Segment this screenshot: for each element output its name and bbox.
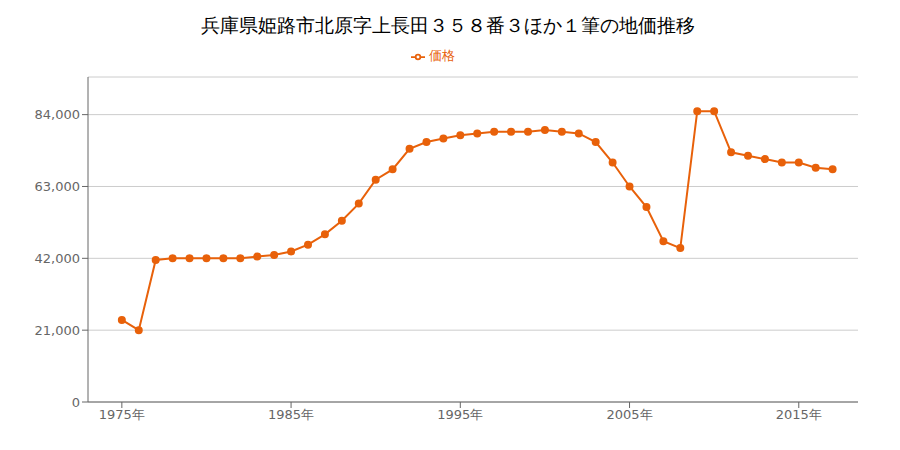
svg-text:2005年: 2005年 bbox=[606, 407, 652, 422]
html-text:価格: 価格 bbox=[429, 48, 455, 63]
html-text:兵庫県姫路市北原字上長田３５８番３ほか１筆の地価推移: 兵庫県姫路市北原字上長田３５８番３ほか１筆の地価推移 bbox=[201, 14, 695, 36]
svg-text:84,000: 84,000 bbox=[35, 107, 81, 122]
svg-text:21,000: 21,000 bbox=[35, 323, 81, 338]
svg-text:63,000: 63,000 bbox=[35, 179, 81, 194]
svg-text:1975年: 1975年 bbox=[99, 407, 145, 422]
svg-text:2015年: 2015年 bbox=[776, 407, 822, 422]
svg-text:42,000: 42,000 bbox=[35, 251, 81, 266]
svg-text:0: 0 bbox=[72, 395, 80, 410]
svg-text:1995年: 1995年 bbox=[437, 407, 483, 422]
svg-text:1985年: 1985年 bbox=[268, 407, 314, 422]
